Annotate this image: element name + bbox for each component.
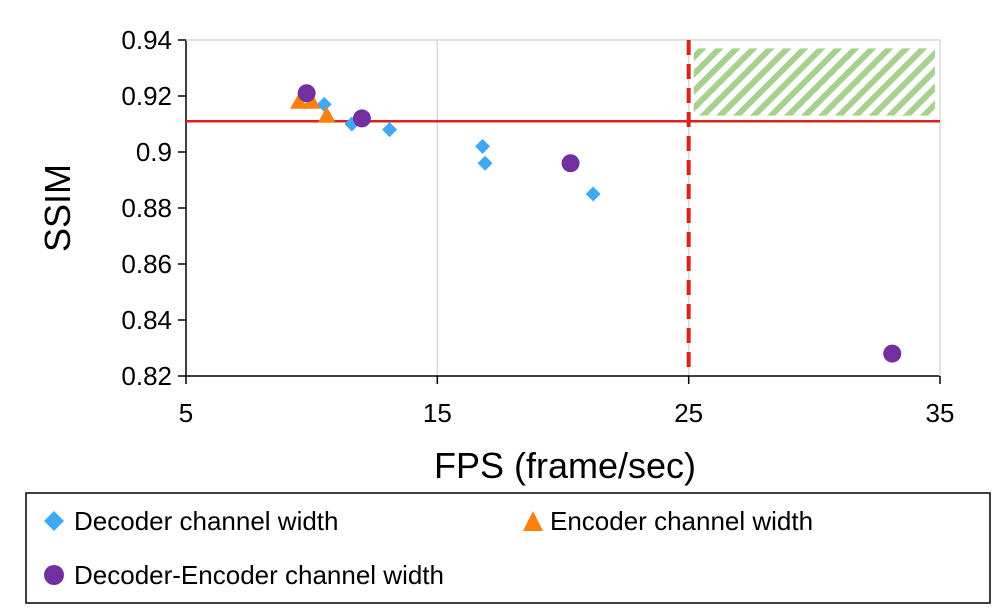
point-decoder: [477, 155, 493, 171]
y-tick-label: 0.94: [121, 25, 172, 55]
y-tick-label: 0.92: [121, 81, 172, 111]
y-tick-label: 0.88: [121, 193, 172, 223]
x-axis-title: FPS (frame/sec): [434, 445, 696, 486]
point-encoder: [302, 92, 321, 109]
legend-marker-encoder: [523, 511, 543, 531]
point-decoder-encoder: [297, 84, 316, 103]
point-encoder: [290, 92, 309, 109]
chart-overlay: [186, 40, 940, 376]
y-tick-label: 0.82: [121, 361, 172, 391]
legend-marker-decoder-encoder: [44, 565, 64, 585]
y-tick-label: 0.84: [121, 305, 172, 335]
x-tick-label: 5: [179, 398, 193, 428]
y-axis-title: SSIM: [37, 164, 78, 252]
legend-label-encoder: Encoder channel width: [550, 506, 813, 536]
x-tick-label: 35: [926, 398, 955, 428]
legend-box: [25, 492, 991, 604]
point-decoder-encoder: [561, 154, 580, 173]
point-decoder: [316, 96, 332, 112]
target-region: [693, 48, 935, 116]
legend-label-decoder: Decoder channel width: [74, 506, 339, 536]
y-tick-label: 0.9: [136, 137, 172, 167]
legend-label-decoder-encoder: Decoder-Encoder channel width: [74, 560, 444, 590]
x-tick-label: 15: [423, 398, 452, 428]
point-decoder-encoder: [352, 109, 371, 128]
legend: Decoder channel width Encoder channel wi…: [25, 492, 991, 604]
point-decoder: [382, 122, 398, 138]
x-tick-label: 25: [674, 398, 703, 428]
point-encoder: [317, 106, 336, 123]
legend-marker-decoder: [44, 511, 64, 531]
plot-area: 0.82 0.84 0.86 0.88 0.9 0.92 0.94 5 15 25 35: [121, 25, 954, 428]
point-decoder-encoder: [883, 344, 902, 363]
point-decoder: [475, 138, 491, 154]
y-tick-label: 0.86: [121, 249, 172, 279]
point-decoder: [585, 186, 601, 202]
